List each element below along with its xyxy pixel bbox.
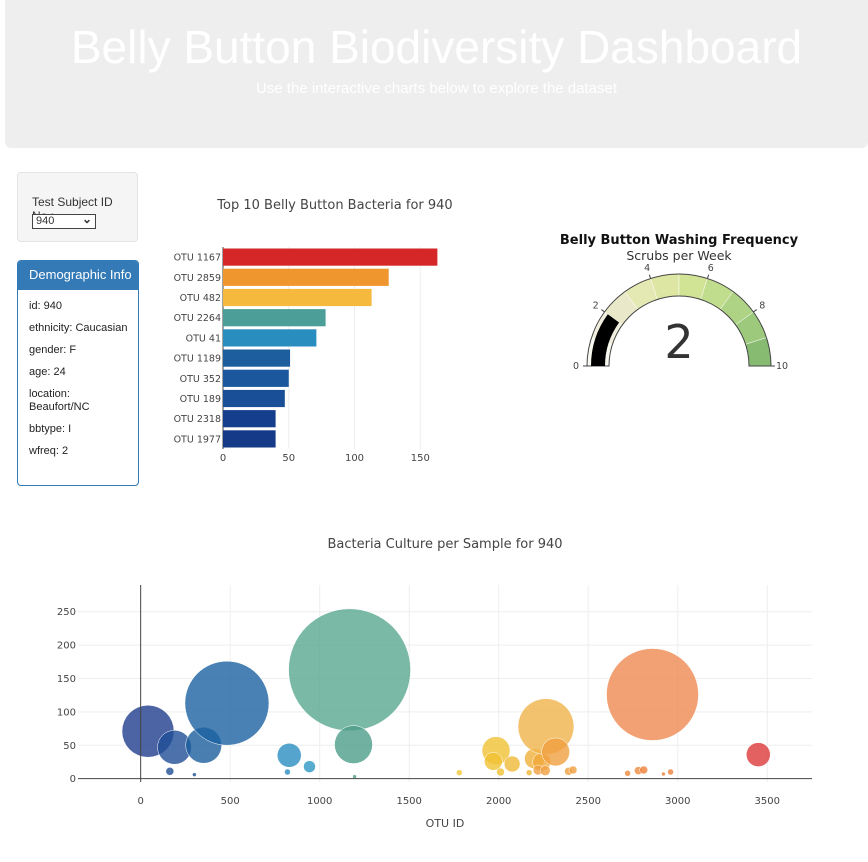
gauge-outline [586, 273, 772, 367]
bubble-x-tick-label: 3500 [755, 796, 780, 807]
bar [223, 410, 276, 428]
bubble-point [661, 771, 666, 777]
bubble-point [165, 767, 175, 776]
bar-chart-title: Top 10 Belly Button Bacteria for 940 [216, 198, 452, 213]
bubble-y-tick-label: 50 [63, 741, 76, 752]
bar [223, 389, 285, 408]
bar-category-label: OTU 2318 [174, 414, 221, 425]
demographic-panel: Demographic Info id: 940 ethnicity: Cauc… [17, 260, 139, 486]
gauge-value-bar [591, 314, 620, 366]
bubble-point [192, 772, 197, 777]
bubble-x-tick-label: 1500 [396, 796, 421, 807]
gauge-tick-label: 6 [708, 263, 714, 274]
bar-category-label: OTU 1167 [174, 253, 221, 264]
gauge-tick-label: 0 [573, 361, 579, 372]
gauge-tick [648, 274, 652, 279]
washing-gauge-chart: Belly Button Washing Frequency Scrubs pe… [560, 233, 799, 372]
bubble-x-tick-label: 3000 [665, 796, 690, 807]
gauge-tick-label: 2 [593, 300, 599, 311]
bar [223, 329, 317, 347]
demographic-panel-title: Demographic Info [18, 261, 138, 290]
bar-x-tick-label: 150 [411, 453, 430, 464]
bar-x-tick-label: 50 [282, 453, 295, 464]
gauge-tick-label: 8 [759, 300, 765, 311]
bubble-x-axis-label: OTU ID [426, 817, 465, 830]
demographic-line: id: 940 [29, 300, 63, 312]
demographic-panel-body: id: 940 ethnicity: Caucasian gender: F a… [18, 290, 138, 458]
bubble-point [525, 769, 533, 776]
bubble-x-tick-label: 1000 [307, 796, 332, 807]
bubble-point [540, 765, 551, 776]
bubble-point [288, 608, 411, 732]
subject-selector-well: Test Subject ID No.: 940 ⌄ [17, 172, 138, 242]
gauge-tick [753, 309, 757, 313]
bubble-y-tick-label: 150 [57, 674, 76, 685]
bubble-y-tick-label: 200 [57, 641, 76, 652]
gauge-tick-label: 10 [776, 361, 788, 372]
bubble-point [334, 725, 373, 764]
demographic-line: age: 24 [29, 366, 66, 378]
bubble-point [624, 770, 631, 777]
bar-x-tick-label: 0 [220, 453, 226, 464]
demographic-line: bbtype: I [29, 423, 72, 435]
demographic-line: ethnicity: Caucasian [29, 322, 128, 334]
bar [223, 248, 438, 266]
bubble-point [568, 765, 578, 775]
demographic-line: location: Beaufort/NC [29, 388, 90, 413]
gauge-tick-label: 4 [644, 263, 650, 274]
bar-category-label: OTU 1189 [174, 354, 221, 365]
bubble-point [496, 767, 505, 777]
bubble-y-tick-label: 100 [57, 707, 76, 718]
bubble-point [352, 774, 357, 779]
bar [223, 430, 276, 448]
bubble-point [456, 769, 463, 776]
bubble-y-tick-label: 250 [57, 607, 76, 618]
gauge-tick [706, 274, 710, 279]
demographic-line: wfreq: 2 [29, 445, 69, 457]
bubble-point [667, 768, 674, 776]
gauge-title: Belly Button Washing Frequency [560, 233, 799, 248]
bar [223, 349, 291, 367]
bubble-point [276, 743, 302, 768]
bubble-x-tick-label: 0 [137, 796, 143, 807]
subject-id-value: 940 [36, 215, 55, 227]
bar [223, 268, 389, 286]
bubble-point [541, 737, 570, 767]
bar-category-label: OTU 482 [180, 293, 221, 304]
bar-category-label: OTU 2264 [174, 313, 221, 324]
bubble-x-tick-label: 2500 [575, 796, 600, 807]
bar [223, 369, 289, 387]
bar [223, 288, 372, 307]
gauge-subtitle: Scrubs per Week [626, 248, 732, 263]
page-title: Belly Button Biodiversity Dashboard [70, 21, 803, 73]
bubble-chart: Bacteria Culture per Sample for 940 0 50 1… [57, 537, 812, 830]
page-header: Belly Button Biodiversity Dashboard Use … [5, 0, 868, 148]
bubble-x-tick-label: 500 [221, 796, 240, 807]
bar-x-tick-label: 100 [345, 453, 364, 464]
gauge-value: 2 [664, 315, 693, 369]
bubble-chart-title: Bacteria Culture per Sample for 940 [327, 537, 562, 552]
bar-category-label: OTU 1977 [174, 434, 221, 445]
bubble-point [484, 752, 503, 771]
bubble-point [184, 660, 270, 746]
demographic-line: gender: F [29, 344, 77, 356]
bubble-x-tick-label: 2000 [486, 796, 511, 807]
gauge-tick [601, 309, 605, 313]
bubble-point [639, 765, 648, 775]
bubble-y-tick-label: 0 [70, 774, 76, 785]
bar-category-label: OTU 352 [180, 374, 221, 385]
bubble-point [746, 742, 771, 767]
bar-category-label: OTU 41 [186, 333, 221, 344]
bar-category-label: OTU 189 [180, 394, 221, 405]
subject-id-select[interactable]: 940 ⌄ [32, 212, 96, 229]
page-subtitle: Use the interactive charts below to expl… [255, 80, 618, 97]
bar-category-label: OTU 2859 [174, 273, 221, 284]
top10-bar-chart: Top 10 Belly Button Bacteria for 940 OTU… [174, 198, 453, 464]
bubble-point [284, 768, 291, 776]
bubble-point [606, 648, 699, 741]
bar [223, 309, 326, 327]
bubble-point [503, 755, 521, 773]
bubble-point [303, 760, 316, 773]
chevron-down-icon: ⌄ [81, 212, 92, 226]
